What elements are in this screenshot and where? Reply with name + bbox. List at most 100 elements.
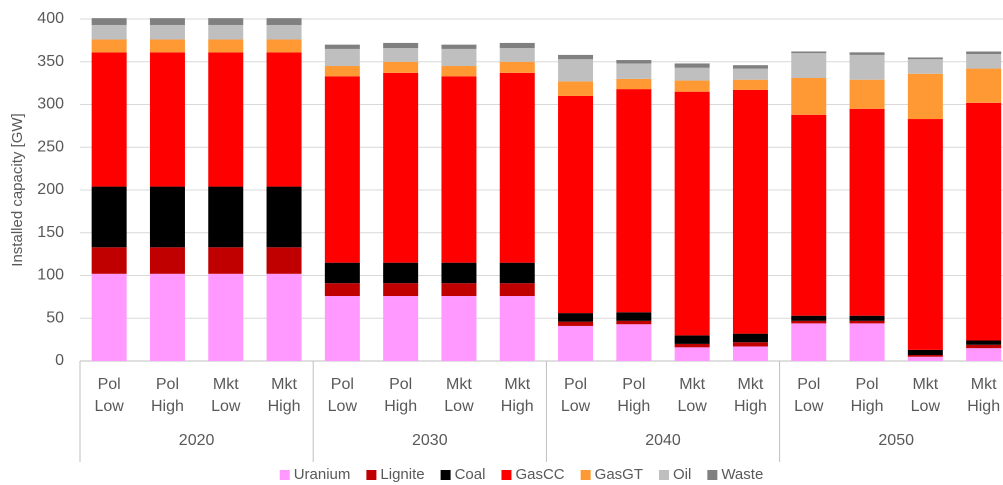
legend: Uranium Lignite Coal GasCC GasGT Oil Waste [279,466,763,483]
x-tick-label-line: Pol [389,376,412,393]
bar-segment [441,262,477,284]
y-tick-label: 400 [37,10,64,27]
bar-segment [383,72,419,263]
bar-segment [674,91,710,336]
legend-swatch [501,470,512,480]
x-tick-label-line: Mkt [679,376,705,393]
bar-segment [383,296,419,361]
bar-segment [791,323,827,361]
bar-segment [732,342,768,347]
bar-segment [208,24,244,40]
bar-segment [616,320,652,325]
bar-segment [558,54,594,60]
bar-segment [383,42,419,49]
x-tick-label-line: Mkt [971,376,997,393]
x-tick-label: Mkt Low [911,376,941,415]
bar-segment [674,347,710,361]
x-tick-label-line: Pol [98,376,121,393]
bar-segment [849,320,885,324]
legend-swatch [366,470,377,480]
bar-segment [616,324,652,361]
y-tick-label: 300 [37,96,64,113]
x-tick-label: Pol Low [561,376,591,415]
bar-segment [499,262,535,284]
bar-segment [91,186,127,248]
bar-segment [441,76,477,263]
bar-segment [966,340,1002,345]
x-tick-label-line: Low [911,398,941,415]
x-tick-label: Mkt High [268,376,301,415]
x-tick-label-line: Low [444,398,474,415]
bar-segment [791,51,827,54]
bar-segment [208,52,244,187]
bar-segment [558,95,594,314]
x-tick-label-line: Pol [797,376,820,393]
bar-segment [441,296,477,361]
bar-segment [791,320,827,324]
bar-segment [791,53,827,78]
bar-segment [558,325,594,361]
legend-label: Lignite [380,466,424,483]
legend-label: Uranium [294,466,351,483]
x-tick-label-line: Mkt [738,376,764,393]
x-tick-label: Pol High [851,376,884,415]
bar-segment [266,39,302,53]
legend-label: Waste [721,466,763,483]
bar-segment [324,262,360,284]
bar-segment [266,186,302,248]
x-tick-label-line: Low [328,398,358,415]
bar-segment [674,63,710,68]
bar-segment [966,102,1002,341]
group-label: 2030 [412,432,448,449]
legend-swatch [580,470,591,480]
bar-segment [849,79,885,109]
bar-segment [732,65,768,69]
bar-segment [907,349,943,356]
y-axis-label: Installed capacity [GW] [9,113,26,266]
bar-segment [91,52,127,187]
bar-segment [208,247,244,274]
bar-segment [149,39,185,53]
legend-swatch [658,470,669,480]
bar-segment [441,66,477,77]
bar-segment [966,344,1002,349]
bar-segment [616,78,652,90]
y-tick-label: 150 [37,224,64,241]
legend-label: GasCC [515,466,564,483]
bar-segment [791,315,827,321]
bar-segment [616,63,652,79]
bar-segment [907,119,943,350]
x-tick-label: Pol High [617,376,650,415]
bar-segment [966,51,1002,55]
legend-label: Coal [455,466,486,483]
y-tick-label: 100 [37,267,64,284]
bar-segment [208,273,244,361]
bar-segment [907,355,943,357]
bar-segment [616,60,652,64]
bar-segment [499,283,535,297]
bar-segment [558,313,594,322]
x-tick-label: Pol Low [794,376,824,415]
x-tick-label-line: Pol [622,376,645,393]
bar-segment [208,39,244,53]
legend-swatch [279,470,290,480]
x-tick-label-line: Pol [855,376,878,393]
legend-swatch [707,470,718,480]
x-tick-label-line: Low [677,398,707,415]
legend-swatch [440,470,451,480]
bar-segment [383,283,419,297]
bar-segment [324,76,360,263]
bar-segment [324,44,360,49]
x-tick-label-line: Pol [564,376,587,393]
x-tick-label: Mkt High [501,376,534,415]
x-tick-label: Pol Low [94,376,124,415]
bar-segment [558,321,594,326]
bar-segment [149,52,185,187]
bar-segment [732,89,768,334]
bar-segment [616,89,652,313]
x-tick-label-line: Low [211,398,241,415]
bar-segment [674,67,710,81]
bar-segment [499,42,535,49]
x-tick-label-line: High [967,398,1000,415]
x-tick-label-line: Pol [156,376,179,393]
